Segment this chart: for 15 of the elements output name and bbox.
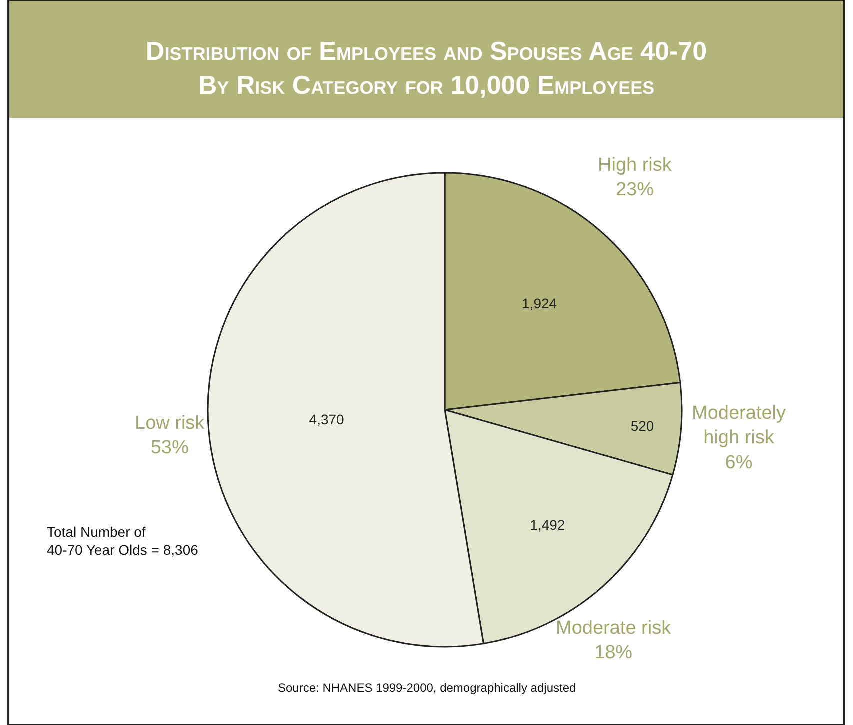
chart-title: Distribution of Employees and Spouses Age 40-70 By Risk Category for 10,000 Employees	[146, 36, 708, 100]
slice-label: Moderately high risk	[692, 403, 786, 449]
text: 53%	[150, 438, 189, 459]
slice-label: Moderate risk	[556, 618, 672, 639]
data-label: 1,924	[522, 296, 558, 312]
data-label: 1,492	[530, 517, 566, 534]
slice-label: High risk	[598, 155, 672, 176]
data-label: 4,370	[309, 412, 345, 428]
slice-label: Low risk	[135, 413, 206, 434]
source-note: Source: NHANES 1999-2000, demographically adjusted	[278, 681, 576, 695]
text: 18%	[594, 642, 633, 664]
data-label: 520	[630, 418, 654, 434]
text: 6%	[725, 452, 753, 474]
text: 23%	[616, 180, 654, 201]
text: Total Number of 40-70 Year Olds = 8,306	[47, 524, 199, 558]
